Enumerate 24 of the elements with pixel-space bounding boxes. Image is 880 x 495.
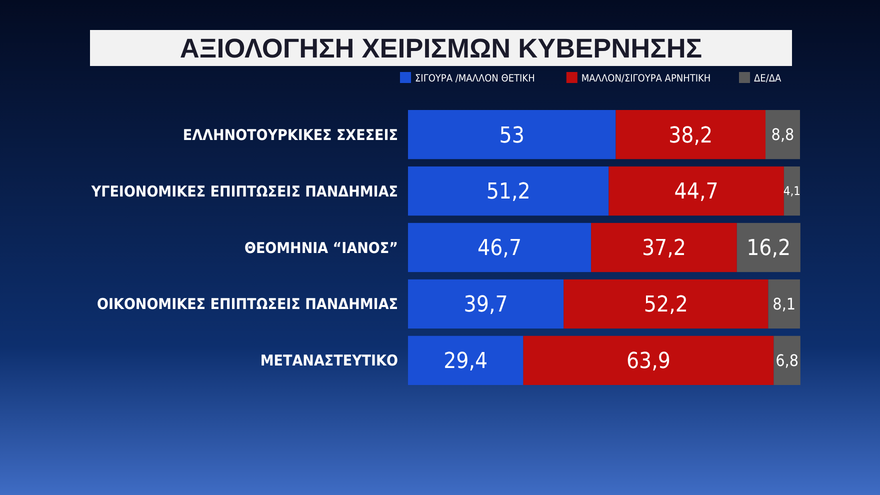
data-label: 37,2: [642, 236, 686, 262]
y-tick-label: ΟΙΚΟΝΟΜΙΚΕΣ ΕΠΙΠΤΩΣΕΙΣ ΠΑΝΔΗΜΙΑΣ: [97, 295, 398, 314]
data-label: 16,2: [746, 236, 791, 262]
data-label: 52,2: [644, 292, 688, 318]
data-label: 38,2: [668, 123, 713, 148]
legend-label: ΔΕ/ΔΑ: [754, 74, 782, 84]
data-label: 4,1: [783, 184, 801, 198]
y-tick-label: ΥΓΕΙΟΝΟΜΙΚΕΣ ΕΠΙΠΤΩΣΕΙΣ ΠΑΝΔΗΜΙΑΣ: [90, 182, 398, 200]
chart-title: ΑΞΙΟΛΟΓΗΣΗ ΧΕΙΡΙΣΜΩΝ ΚΥΒΕΡΝΗΣΗΣ: [180, 33, 702, 64]
data-label: 39,7: [464, 292, 508, 318]
y-tick-label: ΜΕΤΑΝΑΣΤΕΥΤΙΚΟ: [260, 352, 398, 370]
data-label: 53: [499, 123, 524, 148]
y-tick-label: ΕΛΛΗΝΟΤΟΥΡΚΙΚΕΣ ΣΧΕΣΕΙΣ: [182, 126, 398, 144]
legend-label: ΜΑΛΛΟΝ/ΣΙΓΟΥΡΑ ΑΡΝΗΤΙΚΗ: [581, 74, 711, 84]
data-label: 6,8: [776, 351, 799, 370]
data-label: 63,9: [626, 349, 671, 374]
y-tick-label: ΘΕΟΜΗΝΙΑ “ΙΑΝΟΣ”: [244, 238, 398, 257]
legend-label: ΣΙΓΟΥΡΑ /ΜΑΛΛΟΝ ΘΕΤΙΚΗ: [415, 74, 535, 84]
data-label: 51,2: [486, 180, 530, 205]
data-label: 46,7: [478, 236, 522, 262]
data-label: 8,8: [771, 125, 794, 144]
data-label: 29,4: [444, 349, 488, 374]
data-label: 44,7: [674, 180, 718, 205]
data-label: 8,1: [772, 294, 796, 314]
